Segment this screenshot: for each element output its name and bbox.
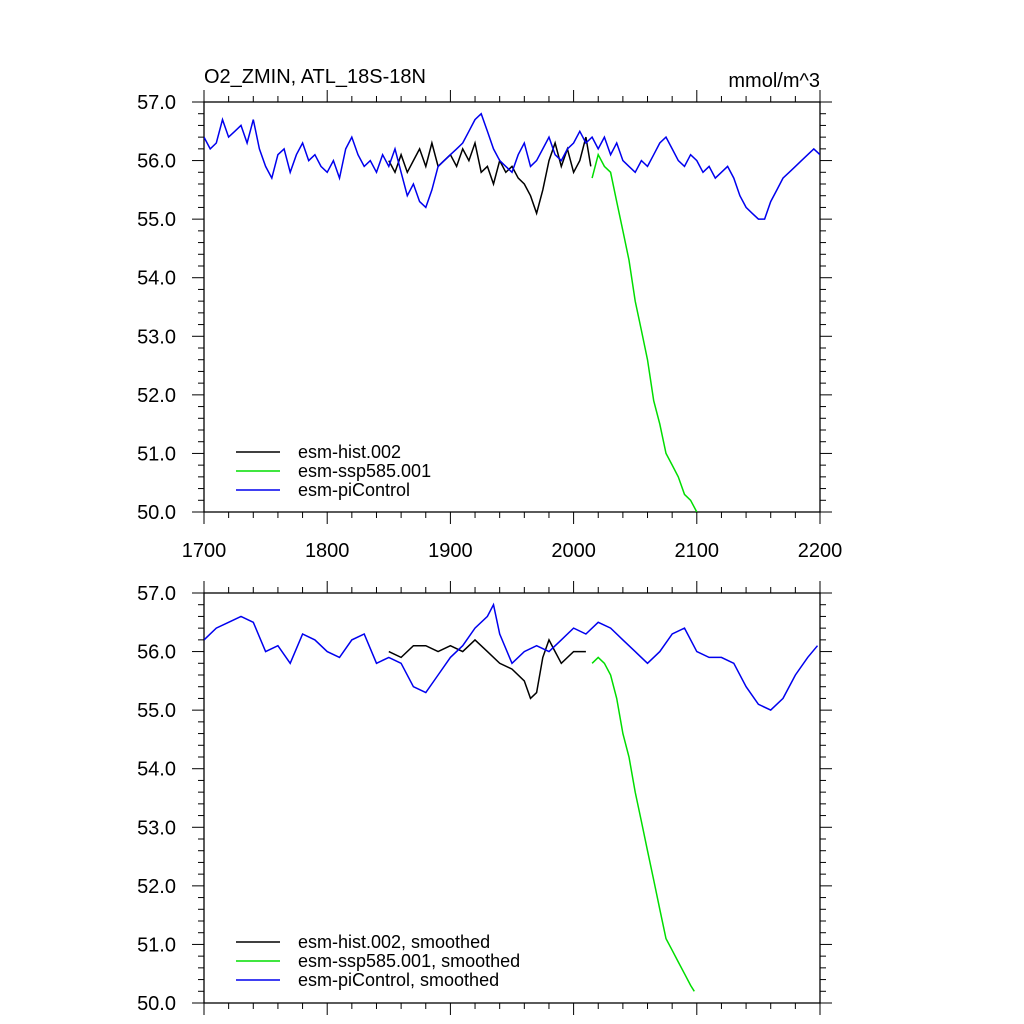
legend-label: esm-piControl	[298, 480, 410, 500]
legend-label: esm-piControl, smoothed	[298, 970, 499, 990]
series-line-2	[204, 112, 820, 220]
y-tick-label: 51.0	[137, 443, 176, 465]
legend-label: esm-hist.002	[298, 442, 401, 462]
bottom-panel: 50.0 51.0 52.0 53.0 54.0 55.0 56.0 57.0 esm-hist…	[137, 581, 832, 1015]
series-line-0	[388, 136, 592, 216]
chart-units: mmol/m^3	[728, 70, 820, 92]
series-line-1	[591, 656, 695, 992]
y-tick-label: 56.0	[137, 642, 176, 664]
y-tick-label: 50.0	[137, 993, 176, 1015]
y-tick-label: 52.0	[137, 385, 176, 407]
legend-label: esm-hist.002, smoothed	[298, 932, 490, 952]
legend-label: esm-ssp585.001, smoothed	[298, 951, 520, 971]
y-tick-label: 54.0	[137, 268, 176, 290]
y-tick-label: 54.0	[137, 759, 176, 781]
plot-frame	[203, 592, 821, 1004]
x-tick-label: 1700	[182, 540, 227, 562]
y-tick-label: 51.0	[137, 934, 176, 956]
y-tick-label: 52.0	[137, 876, 176, 898]
y-tick-label: 55.0	[137, 700, 176, 722]
x-tick-label: 1800	[305, 540, 350, 562]
plot-frame	[203, 101, 821, 513]
y-tick-label: 57.0	[137, 92, 176, 114]
legend-label: esm-ssp585.001	[298, 461, 431, 481]
y-tick-label: 50.0	[137, 502, 176, 524]
series-line-0	[388, 638, 586, 700]
series-line-2	[204, 602, 819, 711]
series-line-1	[591, 152, 698, 512]
y-tick-label: 53.0	[137, 817, 176, 839]
x-tick-label: 2200	[798, 540, 843, 562]
top-panel: 1700 1800 1900 2000 2100 2200 50.0 51.0 52.0 53.0…	[137, 90, 842, 562]
y-tick-label: 53.0	[137, 326, 176, 348]
x-tick-label: 2000	[551, 540, 596, 562]
chart-title: O2_ZMIN, ATL_18S-18N	[204, 66, 426, 88]
y-tick-label: 56.0	[137, 151, 176, 173]
x-tick-label: 1900	[428, 540, 473, 562]
x-tick-label: 2100	[675, 540, 720, 562]
y-tick-label: 57.0	[137, 583, 176, 605]
y-tick-label: 55.0	[137, 209, 176, 231]
